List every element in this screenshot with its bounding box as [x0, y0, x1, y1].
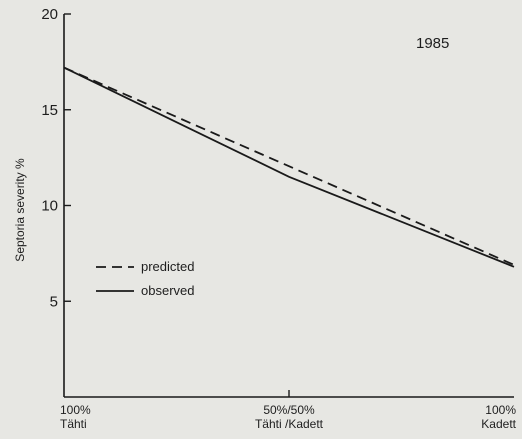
x-category-sublabel: Tähti /Kadett — [255, 417, 324, 431]
series-group — [63, 66, 515, 268]
y-tick-label: 20 — [41, 6, 58, 23]
legend-label-predicted: predicted — [141, 259, 194, 274]
y-tick-label: 5 — [50, 293, 58, 310]
chart-title: 1985 — [416, 35, 449, 52]
y-axis-label: Septoria severity % — [13, 158, 27, 262]
y-ticks: 5 10 15 20 — [41, 6, 71, 310]
x-category-label: 100% — [485, 403, 516, 417]
legend: predicted observed — [96, 259, 194, 298]
observed-line — [63, 66, 515, 268]
x-category-label: 100% — [60, 403, 91, 417]
x-category-label: 50%/50% — [263, 403, 315, 417]
legend-label-observed: observed — [141, 283, 194, 298]
y-tick-label: 10 — [41, 198, 58, 215]
x-category-sublabel: Kadett — [481, 417, 516, 431]
x-category-sublabel: Tähti — [60, 417, 87, 431]
predicted-line — [63, 66, 515, 266]
y-tick-label: 15 — [41, 102, 58, 119]
